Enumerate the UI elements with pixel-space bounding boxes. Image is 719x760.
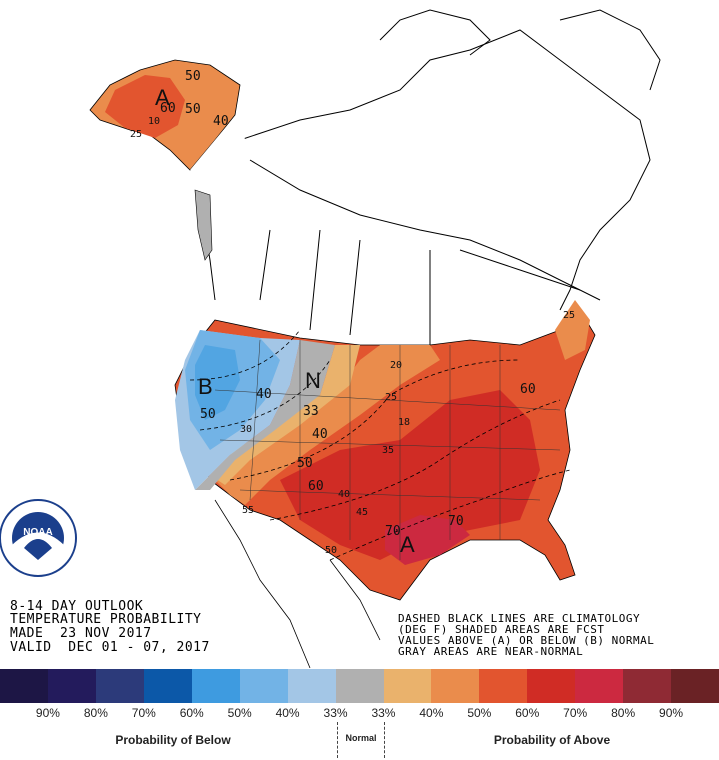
above-label: Probability of Above — [493, 733, 611, 747]
notes-line3: VALUES ABOVE (A) OR BELOW (B) NORMAL — [398, 634, 655, 647]
ne-label-25: 25 — [563, 310, 575, 321]
legend-tick: 33% — [323, 706, 348, 720]
south-label-50: 50 — [325, 545, 337, 556]
legend-tick: 90% — [35, 706, 60, 720]
alaska-label-25: 25 — [130, 129, 142, 140]
legend-swatch — [95, 669, 144, 703]
legend-tick: 50% — [227, 706, 252, 720]
south-label-70b: 70 — [448, 514, 464, 529]
west-letter: B — [198, 374, 213, 399]
south-label-70a: 70 — [385, 524, 401, 539]
alaska-label-50a: 50 — [185, 69, 201, 84]
legend-swatch — [143, 669, 192, 703]
mexico-outline — [214, 499, 381, 668]
outlook-line3: MADE 23 NOV 2017 — [10, 626, 152, 641]
east-label-35: 35 — [382, 445, 394, 456]
west-label-50: 50 — [200, 407, 216, 422]
outlook-line4: VALID DEC 01 - 07, 2017 — [10, 640, 210, 655]
south-label-40: 40 — [338, 489, 350, 500]
normal-label-33: 33 — [303, 404, 319, 419]
legend-swatch — [0, 669, 48, 703]
legend-swatch — [47, 669, 96, 703]
alaska-label-50b: 50 — [185, 102, 201, 117]
land-outline — [199, 9, 661, 345]
outlook-line2: TEMPERATURE PROBABILITY — [10, 612, 202, 627]
east-label-20: 20 — [390, 360, 402, 371]
legend-swatch — [671, 669, 719, 703]
notes-line2: (DEG F) SHADED AREAS ARE FCST — [398, 623, 605, 636]
seagull-icon — [24, 539, 52, 560]
legend-swatch — [383, 669, 432, 703]
legend-swatch — [623, 669, 672, 703]
legend-tick: 50% — [467, 706, 492, 720]
legend-tick: 90% — [659, 706, 684, 720]
east-label-50: 50 — [297, 456, 313, 471]
normal-bracket-left — [337, 722, 338, 758]
logo-text: NOAA — [23, 527, 52, 538]
legend-swatch — [575, 669, 624, 703]
legend-color-bar — [0, 669, 719, 703]
normal-label: Normal — [345, 733, 377, 743]
west-label-40: 40 — [256, 387, 272, 402]
below-label: Probability of Below — [115, 733, 231, 747]
east-label-60: 60 — [308, 479, 324, 494]
ne-label-60: 60 — [520, 382, 536, 397]
notes-line4: GRAY AREAS ARE NEAR-NORMAL — [398, 645, 584, 658]
legend-tick: 60% — [179, 706, 204, 720]
normal-letter: N — [305, 368, 321, 393]
legend-swatch — [287, 669, 336, 703]
legend-tick: 70% — [563, 706, 588, 720]
alaska-letter: A — [155, 85, 170, 110]
legend-swatch — [431, 669, 480, 703]
legend-swatch — [239, 669, 288, 703]
alaska-core — [105, 75, 185, 138]
legend-swatch — [527, 669, 576, 703]
east-label-25: 25 — [385, 392, 397, 403]
legend-tick: 60% — [515, 706, 540, 720]
notes-line1: DASHED BLACK LINES ARE CLIMATOLOGY — [398, 612, 641, 625]
west-label-30: 30 — [240, 424, 252, 435]
legend-tick: 70% — [131, 706, 156, 720]
alaska-coast-white — [190, 110, 245, 170]
legend-tick: 40% — [275, 706, 300, 720]
mid-label-18: 18 — [398, 417, 410, 428]
above-40-band — [215, 345, 440, 505]
east-label-40: 40 — [312, 427, 328, 442]
below-50-region — [195, 345, 240, 420]
above-60-region — [280, 390, 540, 560]
legend-swatch — [335, 669, 384, 703]
south-label-55: 55 — [242, 505, 254, 516]
bc-coast-gray — [194, 189, 213, 261]
alaska-label-60: 60 — [160, 101, 176, 116]
legend-tick: 80% — [611, 706, 636, 720]
alaska-label-40: 40 — [213, 114, 229, 129]
legend-swatch — [479, 669, 528, 703]
legend-tick: 33% — [371, 706, 396, 720]
outlook-line1: 8-14 DAY OUTLOOK — [10, 599, 144, 614]
above-70-region — [385, 515, 470, 565]
northeast-region — [555, 300, 590, 360]
climatology-lines — [189, 329, 571, 561]
outlook-map: A 50 60 50 40 25 10 B 50 40 30 N 33 20 2… — [0, 9, 661, 668]
state-lines — [214, 339, 561, 560]
legend-swatch — [191, 669, 240, 703]
legend-tick: 40% — [419, 706, 444, 720]
normal-bracket-right — [384, 722, 385, 758]
alaska-label-10: 10 — [148, 116, 160, 127]
south-letter: A — [400, 532, 415, 557]
legend-ticks: 90% 80% 70% 60% 50% 40% 33% 33% 40% 50% 60% 70% 80% 9… — [0, 706, 719, 722]
legend-tick: 80% — [83, 706, 108, 720]
noaa-logo: NOAA — [0, 499, 77, 577]
south-label-45: 45 — [356, 507, 368, 518]
